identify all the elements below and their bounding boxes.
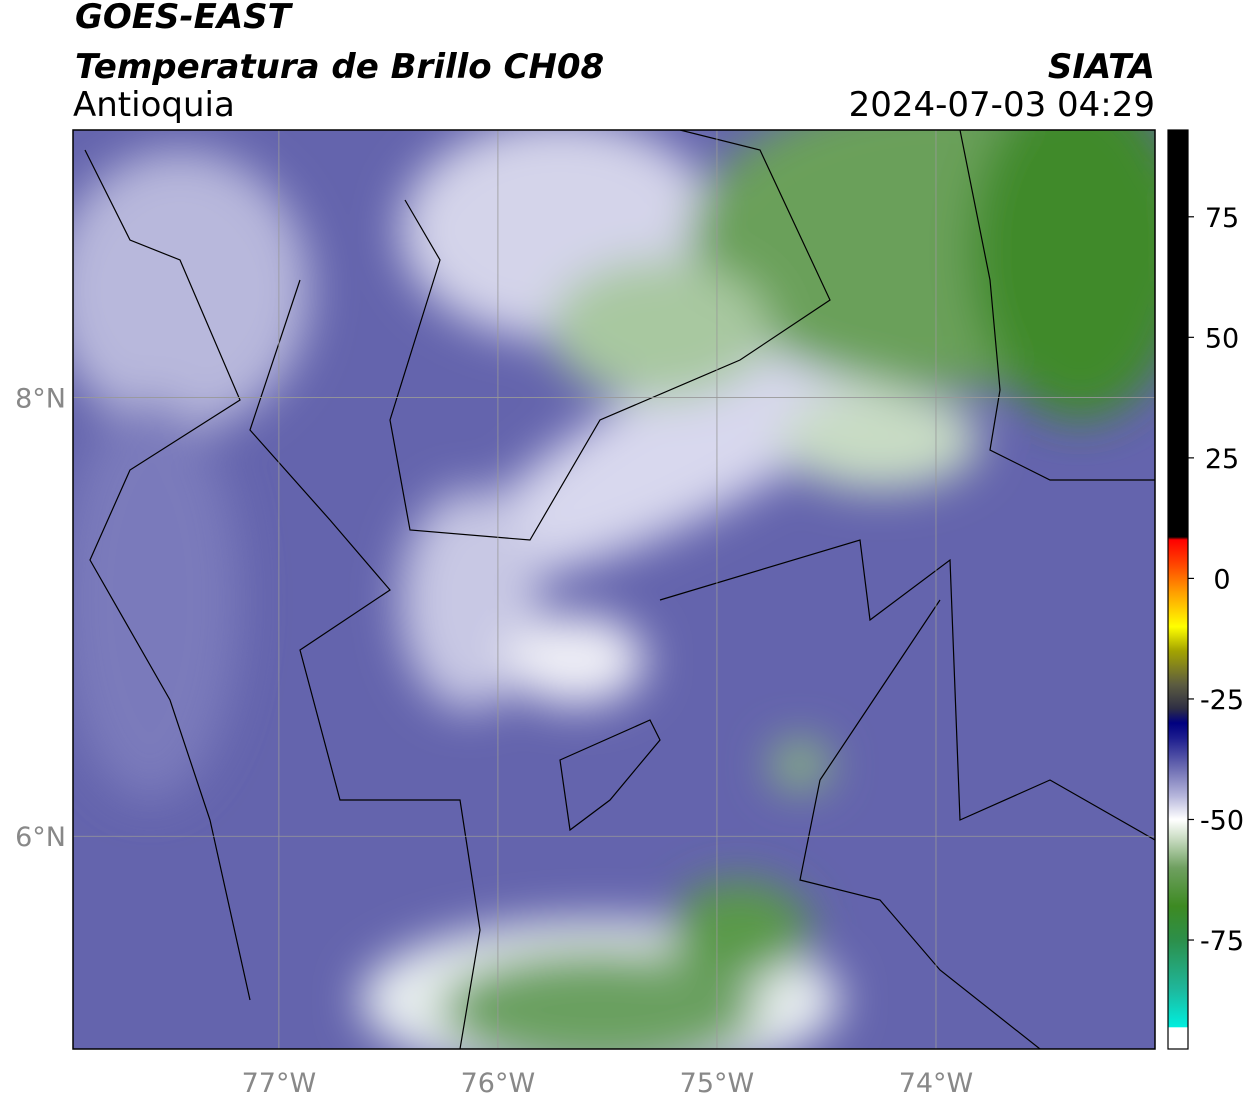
x-tick-label: 77°W xyxy=(242,1068,317,1099)
x-tick-label: 76°W xyxy=(461,1068,536,1099)
region: Antioquia xyxy=(73,85,235,125)
title: GOES-EAST xyxy=(75,0,294,37)
colorbar-tick-label: 75 xyxy=(1205,203,1239,234)
colorbar-tick-label: 25 xyxy=(1205,444,1239,475)
imagery xyxy=(73,130,1155,1049)
y-tick-label: 8°N xyxy=(15,384,66,415)
subtitle: Temperatura de Brillo CH08 xyxy=(75,47,604,87)
x-tick-label: 75°W xyxy=(680,1068,755,1099)
timestamp: 2024-07-03 04:29 xyxy=(849,85,1155,125)
colorbar-tick-label: -25 xyxy=(1200,685,1244,716)
colorbar-tick-label: 0 xyxy=(1213,564,1230,595)
colorbar-tick-label: -75 xyxy=(1200,926,1244,957)
source: SIATA xyxy=(1048,47,1155,87)
colorbar-tick-label: -50 xyxy=(1200,805,1244,836)
colorbar-tick-label: 50 xyxy=(1205,323,1239,354)
y-tick-label: 6°N xyxy=(15,822,66,853)
x-tick-label: 74°W xyxy=(899,1068,974,1099)
map-frame xyxy=(72,129,1156,1050)
colorbar xyxy=(1167,129,1189,1050)
